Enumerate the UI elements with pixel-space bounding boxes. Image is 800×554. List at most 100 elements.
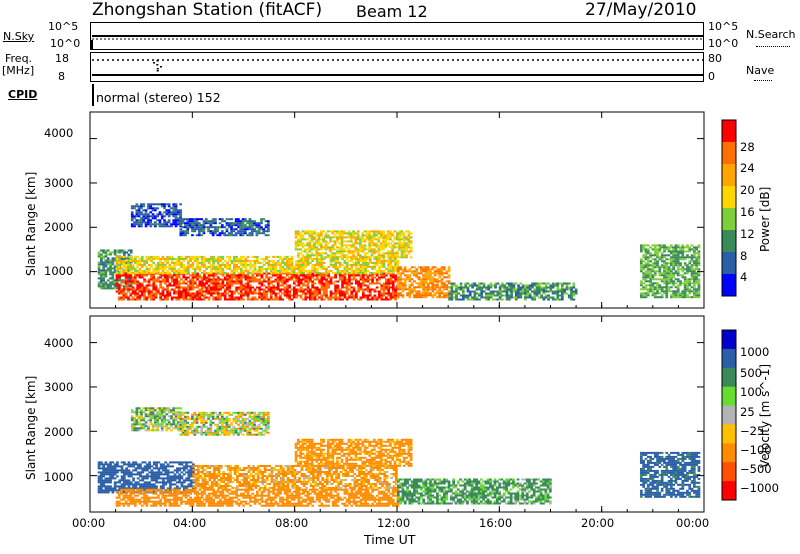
heatmap-cell xyxy=(368,230,371,233)
heatmap-cell xyxy=(528,294,532,297)
heatmap-cell xyxy=(311,294,314,297)
heatmap-cell xyxy=(333,256,337,259)
heatmap-cell xyxy=(443,282,446,285)
heatmap-cell xyxy=(295,265,298,268)
heatmap-cell xyxy=(177,257,181,260)
heatmap-cell xyxy=(382,269,386,272)
heatmap-cell xyxy=(244,259,248,262)
heatmap-cell xyxy=(102,473,105,476)
heatmap-cell xyxy=(363,246,367,249)
heatmap-cell xyxy=(216,259,220,262)
heatmap-cell xyxy=(191,224,194,227)
heatmap-cell xyxy=(100,271,103,274)
heatmap-cell xyxy=(697,274,701,277)
heatmap-cell xyxy=(505,282,509,285)
heatmap-cell xyxy=(320,244,323,247)
heatmap-cell xyxy=(373,238,376,241)
heatmap-cell xyxy=(651,278,655,281)
heatmap-cell xyxy=(352,274,356,277)
heatmap-cell xyxy=(167,209,171,212)
heatmap-cell xyxy=(139,479,142,482)
heatmap-cell xyxy=(450,296,454,299)
heatmap-cell xyxy=(338,290,342,293)
heatmap-cell xyxy=(295,278,298,281)
heatmap-cell xyxy=(334,296,337,299)
heatmap-cell xyxy=(338,263,342,266)
heatmap-cell xyxy=(154,290,158,293)
heatmap-cell xyxy=(364,269,367,272)
heatmap-cell xyxy=(320,288,324,291)
heatmap-cell xyxy=(350,269,354,272)
heatmap-cell xyxy=(398,246,401,249)
heatmap-cell xyxy=(355,294,358,297)
heatmap-cell xyxy=(301,250,305,253)
heatmap-cell xyxy=(382,232,385,235)
heatmap-cell xyxy=(309,280,312,283)
heatmap-cell xyxy=(248,218,252,221)
heatmap-cell xyxy=(170,257,174,260)
heatmap-cell xyxy=(526,286,530,289)
heatmap-cell xyxy=(482,286,486,289)
heatmap-cell xyxy=(663,254,666,257)
heatmap-cell xyxy=(152,286,156,289)
heatmap-cell xyxy=(191,263,195,266)
heatmap-cell xyxy=(177,219,180,222)
heatmap-cell xyxy=(193,274,197,277)
heatmap-cell xyxy=(297,274,301,277)
heatmap-cell xyxy=(127,267,130,270)
heatmap-cell xyxy=(683,282,687,285)
heatmap-cell xyxy=(276,269,280,272)
heatmap-cell xyxy=(402,244,406,247)
heatmap-cell xyxy=(373,271,377,274)
heatmap-cell xyxy=(139,465,142,468)
heatmap-cell xyxy=(373,298,377,301)
heatmap-cell xyxy=(251,263,255,266)
heatmap-cell xyxy=(276,274,280,277)
heatmap-cell xyxy=(429,272,432,275)
heatmap-cell xyxy=(162,473,165,476)
heatmap-cell xyxy=(148,467,151,470)
heatmap-cell xyxy=(311,265,314,268)
velocity-panel xyxy=(89,315,705,513)
heatmap-cell xyxy=(306,238,309,241)
heatmap-cell xyxy=(649,280,652,283)
heatmap-cell xyxy=(136,282,139,285)
heatmap-cell xyxy=(322,278,326,281)
heatmap-cell xyxy=(97,253,101,256)
heatmap-cell xyxy=(567,288,571,291)
heatmap-cell xyxy=(572,292,576,295)
heatmap-cell xyxy=(129,249,133,252)
heatmap-cell xyxy=(212,263,215,266)
heatmap-cell xyxy=(480,290,484,293)
heatmap-cell xyxy=(124,294,128,297)
heatmap-cell xyxy=(359,267,363,270)
heatmap-cell xyxy=(134,483,138,486)
heatmap-cell xyxy=(253,261,257,264)
heatmap-cell xyxy=(163,271,167,274)
heatmap-cell xyxy=(193,298,197,301)
heatmap-cell xyxy=(146,467,149,470)
heatmap-cell xyxy=(674,246,678,249)
heatmap-cell xyxy=(127,253,131,256)
heatmap-cell xyxy=(210,286,213,289)
heatmap-cell xyxy=(433,286,437,289)
heatmap-cell xyxy=(653,264,657,267)
heatmap-cell xyxy=(152,278,156,281)
heatmap-cell xyxy=(667,270,671,273)
heatmap-cell xyxy=(311,286,314,289)
heatmap-cell xyxy=(216,296,220,299)
heatmap-cell xyxy=(180,463,184,466)
heatmap-cell xyxy=(246,274,250,277)
heatmap-cell xyxy=(135,411,139,414)
heatmap-cell xyxy=(688,246,692,249)
heatmap-cell xyxy=(234,224,238,227)
heatmap-cell xyxy=(151,409,155,412)
heatmap-cell xyxy=(166,276,169,279)
heatmap-cell xyxy=(288,296,291,299)
heatmap-cell xyxy=(398,230,401,233)
heatmap-cell xyxy=(570,290,573,293)
heatmap-cell xyxy=(438,294,442,297)
heatmap-cell xyxy=(221,257,225,260)
heatmap-cell xyxy=(359,259,363,262)
heatmap-cell xyxy=(258,294,261,297)
